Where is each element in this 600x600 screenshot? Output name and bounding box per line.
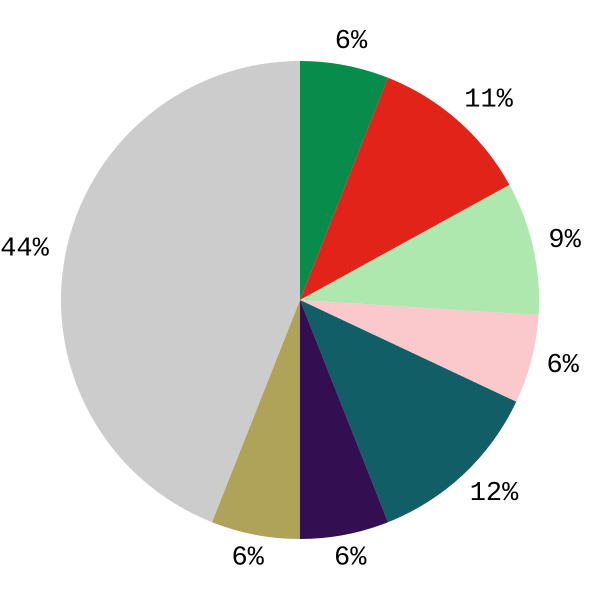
svg-text:12%: 12%: [470, 479, 519, 509]
svg-text:6%: 6%: [335, 27, 368, 57]
svg-text:6%: 6%: [546, 351, 579, 381]
svg-text:6%: 6%: [231, 544, 264, 574]
svg-text:6%: 6%: [334, 544, 367, 574]
svg-text:44%: 44%: [0, 235, 49, 265]
svg-text:11%: 11%: [464, 86, 513, 116]
svg-text:9%: 9%: [548, 226, 581, 256]
